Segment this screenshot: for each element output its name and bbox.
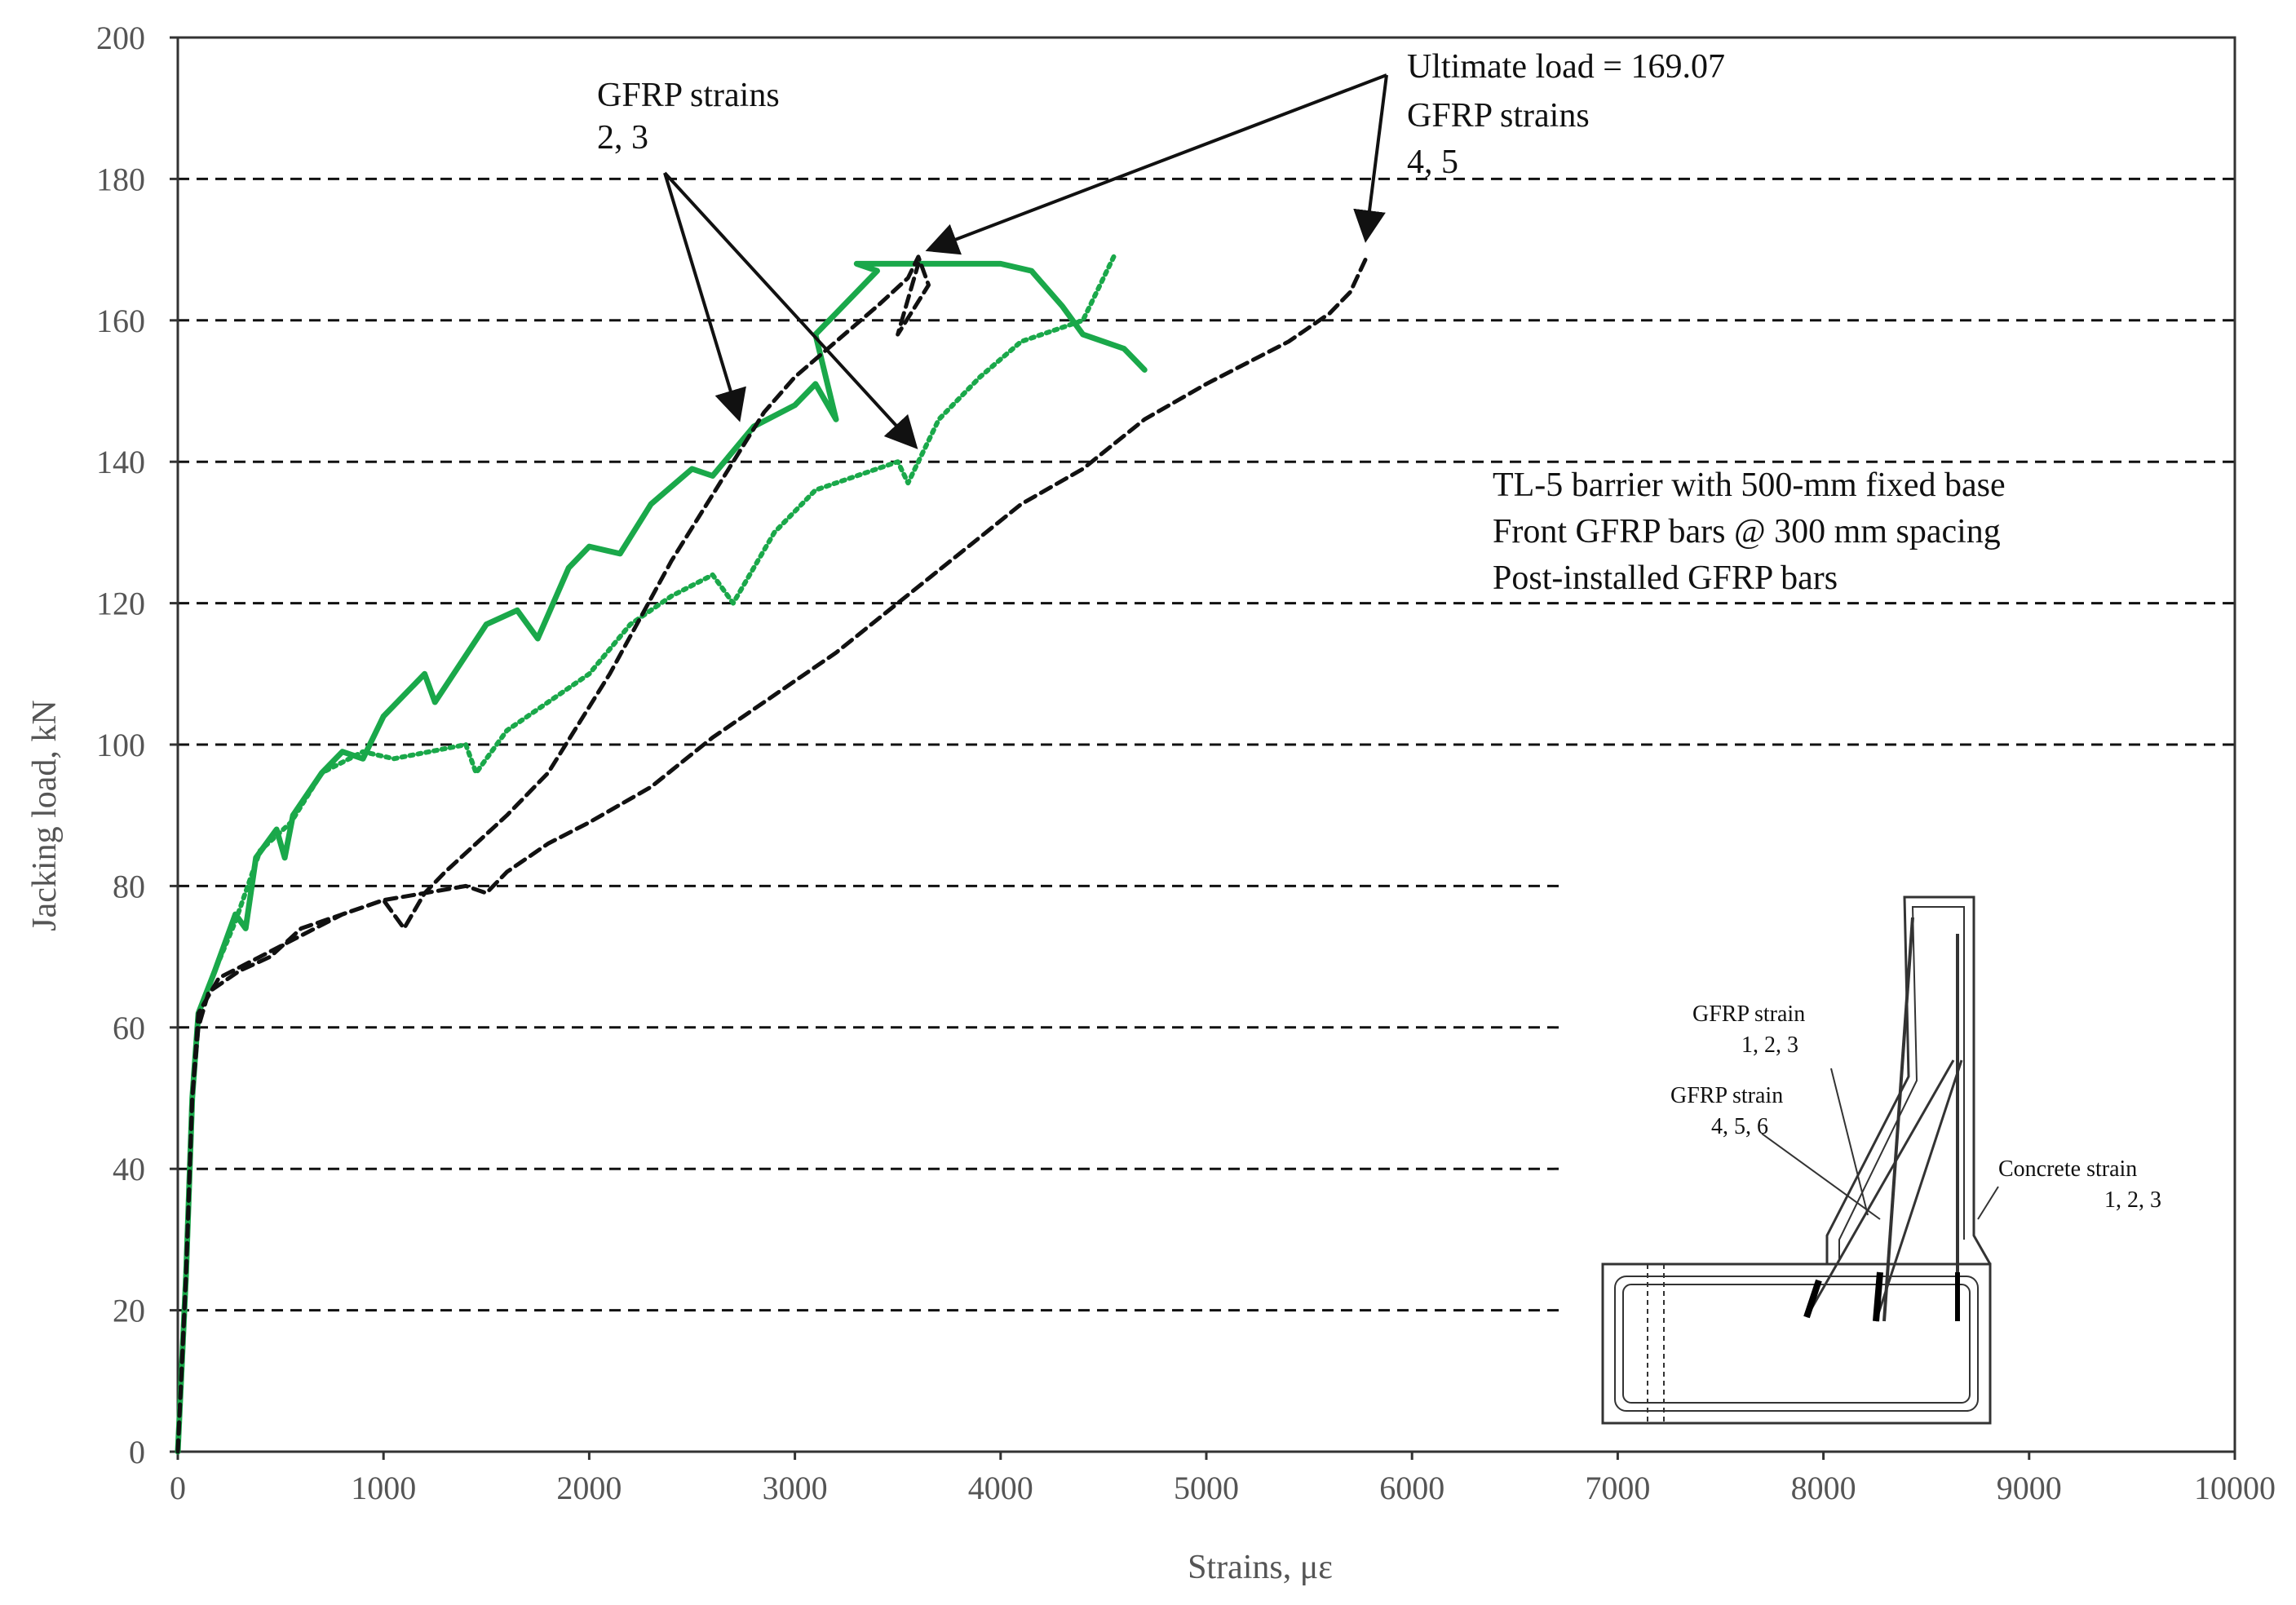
- inset-leader-1: [1830, 1068, 1869, 1216]
- x-tick-label-5000: 5000: [1174, 1470, 1239, 1506]
- inset-label-gfrp-456-line1: GFRP strain: [1670, 1083, 1783, 1108]
- inset-label-gfrp-456-line2: 4, 5, 6: [1711, 1114, 1768, 1139]
- annotation-gfrp-2-3: GFRP strains 2, 3: [597, 77, 918, 449]
- inset-wall-inner: [1838, 906, 1965, 1260]
- series-group: [175, 254, 1369, 1455]
- y-tick-label-0: 0: [129, 1434, 145, 1470]
- x-axis-title: Strains, με: [1188, 1549, 1333, 1586]
- inset-label-concrete-line1: Concrete strain: [1998, 1156, 2137, 1182]
- inset-post-installed-bar-1: [1805, 1059, 1955, 1318]
- inset-front-bar: [1882, 917, 1914, 1322]
- series-line-gfrp-strain-4: [175, 254, 931, 1454]
- series-line-gfrp-strain-5: [175, 254, 1369, 1454]
- annotation-gfrp-2-3-line1: GFRP strains: [597, 77, 780, 114]
- inset-label-concrete-line2: 1, 2, 3: [2104, 1187, 2161, 1213]
- annotation-arrow-gfrp-2: [663, 172, 746, 422]
- annotation-ultimate-line3: 4, 5: [1407, 144, 1458, 181]
- x-tick-label-3000: 3000: [763, 1470, 828, 1506]
- gridlines: [178, 177, 2235, 1312]
- x-tick-label-9000: 9000: [1997, 1470, 2062, 1506]
- inset-base-slab-inner2: [1622, 1284, 1971, 1404]
- inset-base-slab-inner: [1614, 1276, 1979, 1412]
- x-tick-label-6000: 6000: [1379, 1470, 1444, 1506]
- y-tick-label-100: 100: [96, 727, 145, 763]
- y-tick-label-80: 80: [113, 868, 145, 904]
- y-tick-label-20: 20: [113, 1293, 145, 1329]
- tick-labels: 0 1000 2000 3000 4000 5000 6000 7000 8000 9000 100…: [96, 20, 2276, 1506]
- x-tick-label-0: 0: [170, 1470, 186, 1506]
- description-line1: TL-5 barrier with 500-mm fixed base: [1493, 466, 2006, 504]
- description-line3: Post-installed GFRP bars: [1493, 559, 1838, 597]
- annotation-ultimate-line1: Ultimate load = 169.07: [1407, 48, 1725, 86]
- y-tick-label-140: 140: [96, 444, 145, 480]
- x-tick-label-1000: 1000: [351, 1470, 416, 1506]
- inset-leader-2: [1761, 1133, 1881, 1220]
- axes: [170, 36, 2236, 1460]
- y-tick-label-120: 120: [96, 586, 145, 622]
- inset-barrier-section: [1601, 895, 1999, 1425]
- inset-label-gfrp-123-line1: GFRP strain: [1692, 1001, 1805, 1027]
- annotation-arrow-ultimate-4: [925, 73, 1387, 255]
- inset-labels: GFRP strain 1, 2, 3 GFRP strain 4, 5, 6 …: [1670, 1001, 2161, 1213]
- y-tick-label-160: 160: [96, 303, 145, 339]
- annotation-ultimate-load: Ultimate load = 169.07 GFRP strains 4, 5: [925, 48, 1725, 255]
- inset-leader-3: [1977, 1186, 1999, 1220]
- inset-base-slab: [1601, 1262, 1992, 1425]
- y-tick-label-40: 40: [113, 1151, 145, 1187]
- inset-post-installed-bar-2: [1874, 1059, 1963, 1322]
- x-tick-label-8000: 8000: [1791, 1470, 1856, 1506]
- inset-wall: [1825, 895, 1992, 1265]
- inset-gauge-1: [1803, 1279, 1822, 1319]
- annotation-ultimate-line2: GFRP strains: [1407, 97, 1590, 135]
- x-tick-label-2000: 2000: [556, 1470, 622, 1506]
- series-line-gfrp-strain-3: [175, 254, 1117, 1454]
- y-axis-title: Jacking load, kN: [26, 700, 64, 931]
- y-tick-label-180: 180: [96, 161, 145, 197]
- annotation-arrow-gfrp-3: [663, 171, 918, 449]
- inset-label-gfrp-123-line2: 1, 2, 3: [1741, 1032, 1798, 1058]
- description-line2: Front GFRP bars @ 300 mm spacing: [1493, 513, 2001, 550]
- inset-gauge-2: [1873, 1271, 1883, 1322]
- annotation-gfrp-2-3-line2: 2, 3: [597, 119, 648, 157]
- y-tick-label-200: 200: [96, 20, 145, 56]
- annotation-arrow-ultimate-5: [1353, 74, 1388, 243]
- x-tick-label-7000: 7000: [1585, 1470, 1650, 1506]
- x-tick-label-4000: 4000: [968, 1470, 1033, 1506]
- y-tick-label-60: 60: [113, 1010, 145, 1046]
- annotation-description: TL-5 barrier with 500-mm fixed base Fron…: [1493, 466, 2006, 597]
- x-tick-label-10000: 10000: [2194, 1470, 2276, 1506]
